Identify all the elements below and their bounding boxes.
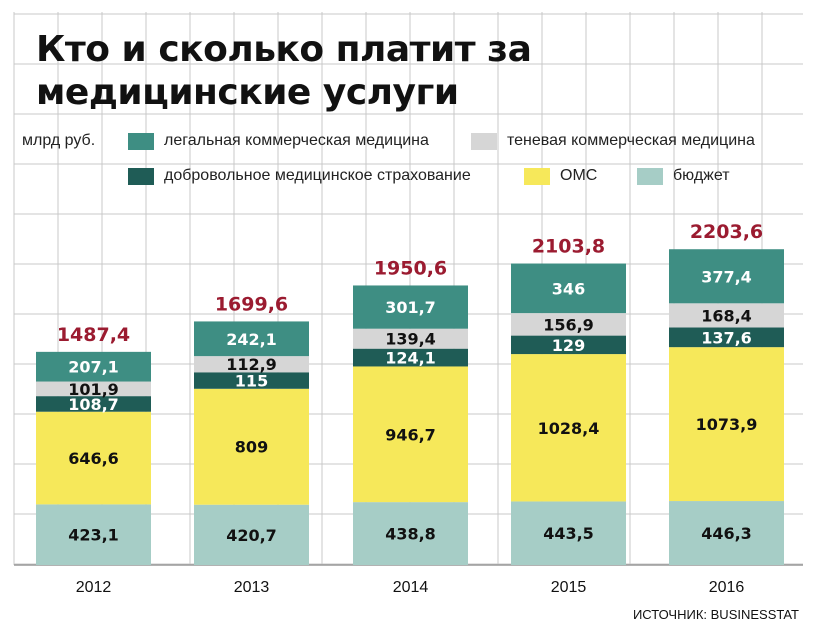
bar-value-label: 207,1	[68, 358, 119, 377]
x-tick-label: 2016	[709, 579, 745, 596]
bar-value-label: 108,7	[68, 395, 119, 414]
unit-label: млрд руб.	[22, 132, 96, 149]
x-tick-label: 2014	[393, 579, 429, 596]
legend-swatch-oms	[524, 167, 550, 185]
legend-swatch-vmi	[128, 167, 154, 185]
legend-swatch-legal-commercial	[128, 132, 154, 150]
bar-segment-vmi	[36, 396, 151, 412]
legend-label-shadow-commercial: теневая коммерческая медицина	[507, 132, 755, 149]
source-note: ИСТОЧНИК: BUSINESSTAT	[632, 607, 799, 622]
bar-value-label: 156,9	[543, 315, 594, 334]
bar-value-label: 346	[552, 279, 585, 298]
bar-segment-budget	[36, 504, 151, 565]
legend-item-legal-commercial: легальная коммерческая медицина	[128, 132, 429, 150]
legend-swatch-budget	[637, 167, 663, 185]
legend-label-legal-commercial: легальная коммерческая медицина	[164, 132, 429, 149]
bar-total-label: 1487,4	[57, 324, 130, 346]
bar-value-label: 443,5	[543, 524, 594, 543]
bar-segment-legal-commercial	[194, 321, 309, 357]
bar-value-label: 101,9	[68, 380, 119, 399]
bar-value-label: 124,1	[385, 349, 436, 368]
bar-total-label: 1699,6	[215, 293, 288, 315]
bar-segment-vmi	[353, 348, 468, 367]
bar-value-label: 242,1	[226, 330, 277, 349]
bar-value-label: 446,3	[701, 524, 752, 543]
bar-segment-shadow-commercial	[511, 313, 626, 336]
legend-item-shadow-commercial: теневая коммерческая медицина	[471, 132, 755, 150]
bar-segment-vmi	[511, 335, 626, 355]
bar-segment-oms	[511, 354, 626, 502]
bar-segment-oms	[194, 388, 309, 505]
bar-value-label: 129	[552, 336, 585, 355]
legend-label-vmi: добровольное медицинское страхование	[164, 167, 471, 184]
bar-value-label: 946,7	[385, 425, 436, 444]
bar-segment-shadow-commercial	[194, 356, 309, 373]
legend-item-oms: ОМС	[524, 167, 597, 185]
legend-label-oms: ОМС	[560, 167, 598, 184]
bar-segment-oms	[353, 366, 468, 503]
bar-segment-vmi	[669, 327, 784, 348]
bar-total-label: 2103,8	[532, 236, 605, 258]
bar-segment-legal-commercial	[669, 249, 784, 304]
legend-item-budget: бюджет	[637, 167, 730, 185]
bar-value-label: 646,6	[68, 449, 119, 468]
bar-value-label: 809	[235, 438, 268, 457]
bar-segment-budget	[353, 502, 468, 565]
bar-total-label: 2203,6	[690, 221, 763, 243]
chart-title: Кто и сколько платит за медицинские услу…	[36, 29, 532, 113]
bar-segment-shadow-commercial	[353, 328, 468, 349]
legend-item-vmi: добровольное медицинское страхование	[128, 167, 471, 185]
bar-segment-budget	[511, 501, 626, 565]
bar-segment-legal-commercial	[36, 351, 151, 382]
legend-label-budget: бюджет	[673, 167, 730, 184]
bar-segment-vmi	[194, 372, 309, 389]
bar-value-label: 438,8	[385, 525, 436, 544]
bar-value-label: 115	[235, 372, 268, 391]
bar-value-label: 301,7	[385, 298, 436, 317]
x-tick-label: 2012	[76, 579, 112, 596]
bar-segment-shadow-commercial	[669, 303, 784, 328]
bar-segment-oms	[36, 411, 151, 505]
bar-value-label: 139,4	[385, 330, 436, 349]
bar-value-label: 1028,4	[538, 419, 600, 438]
bar-value-label: 1073,9	[696, 415, 758, 434]
bar-value-label: 168,4	[701, 306, 752, 325]
bar-segment-legal-commercial	[511, 263, 626, 314]
bar-value-label: 112,9	[226, 355, 277, 374]
bar-total-label: 1950,6	[374, 257, 447, 279]
bar-segment-budget	[669, 501, 784, 565]
x-tick-label: 2015	[551, 579, 587, 596]
bar-segment-oms	[669, 347, 784, 502]
bar-segment-budget	[194, 504, 309, 565]
bar-segment-shadow-commercial	[36, 381, 151, 397]
bar-segment-legal-commercial	[353, 285, 468, 329]
bar-value-label: 420,7	[226, 526, 277, 545]
bar-value-label: 377,4	[701, 267, 752, 286]
bar-value-label: 137,6	[701, 328, 752, 347]
x-tick-label: 2013	[234, 579, 270, 596]
bar-value-label: 423,1	[68, 526, 119, 545]
legend-swatch-shadow-commercial	[471, 132, 497, 150]
